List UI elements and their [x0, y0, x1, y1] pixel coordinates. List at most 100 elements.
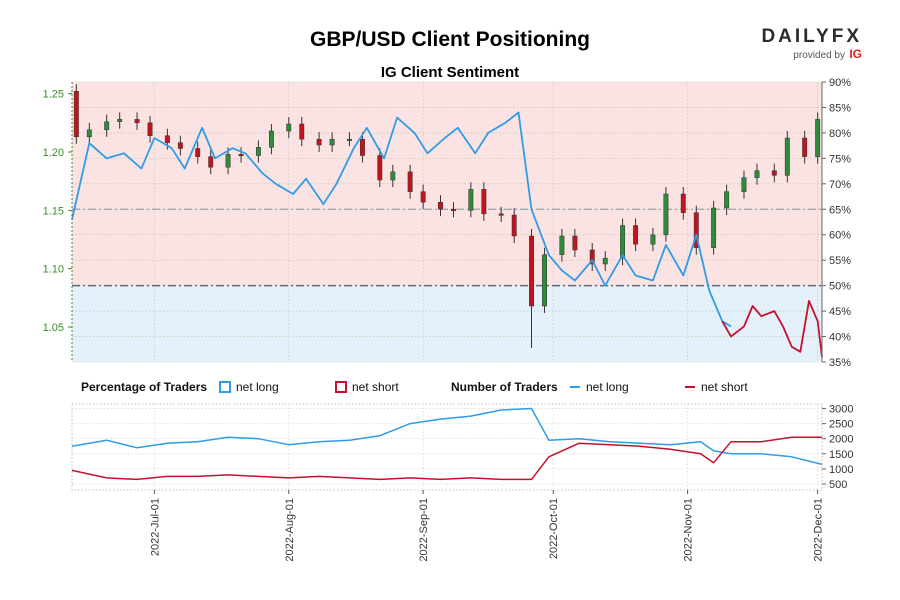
candle-body	[73, 91, 79, 138]
count-gridlines	[72, 404, 822, 490]
count-axis: 500 1000 1500 2000 2500 3000	[822, 404, 853, 491]
candle-body	[147, 122, 153, 136]
count-net-long-line	[71, 407, 823, 466]
traders-count-panel: 500 1000 1500 2000 2500 3000	[71, 403, 853, 491]
candle-body	[802, 137, 808, 157]
count-tick-label: 1000	[829, 464, 853, 476]
candle-body	[481, 189, 487, 215]
logo-provided-by: provided by	[793, 50, 845, 61]
count-panel-frame	[71, 403, 823, 491]
candle-body	[693, 212, 699, 248]
legend-num-short: net short	[701, 380, 748, 394]
legend-num-heading: Number of Traders	[451, 380, 558, 394]
candle-body	[255, 147, 261, 156]
candle-body	[711, 207, 717, 248]
count-tick-label: 2000	[829, 434, 853, 446]
candle-body	[572, 235, 578, 251]
pct-tick-label: 60%	[829, 230, 851, 242]
dailyfx-logo: DAILYFX provided by IG	[761, 26, 862, 61]
candle-body	[602, 257, 608, 265]
date-axis: 2022-Jul-01 2022-Aug-01 2022-Sep-01 2022-Oc…	[149, 490, 825, 562]
pct-tick-label: 55%	[829, 255, 851, 267]
candle-body	[86, 129, 92, 138]
candle-body	[498, 213, 504, 216]
legend-num-long: net long	[586, 380, 629, 394]
candle-body	[329, 138, 335, 146]
candle-body	[377, 155, 383, 181]
candle-body	[316, 138, 322, 146]
candle-body	[134, 119, 140, 124]
candle-body	[529, 235, 534, 307]
pct-tick-label: 50%	[829, 281, 851, 293]
legend-pct-long: net long	[236, 380, 279, 394]
candle-body	[620, 225, 626, 259]
legend-pct-short-swatch	[335, 381, 347, 393]
candle-body	[177, 142, 183, 149]
candle-body	[117, 119, 123, 122]
price-candles	[73, 84, 821, 348]
legend-pct-long-swatch	[219, 381, 231, 393]
pct-net-long-line	[71, 111, 732, 328]
pct-tick-label: 35%	[829, 357, 851, 369]
candle-body	[164, 135, 170, 143]
candle-body	[451, 208, 456, 211]
candle-body	[663, 193, 669, 236]
chart-title: GBP/USD Client Positioning	[310, 28, 590, 51]
candle-body	[771, 170, 777, 176]
pct-tick-label: 65%	[829, 204, 851, 216]
count-lines	[71, 407, 823, 481]
reference-lines	[72, 208, 822, 287]
logo-wordmark: DAILYFX	[761, 26, 862, 47]
x-tick-label: 2022-Oct-01	[548, 498, 560, 559]
candle-body	[680, 193, 686, 213]
net-long-zone	[72, 285, 822, 362]
candle-body	[724, 191, 730, 209]
x-tick-label: 2022-Sep-01	[418, 498, 430, 562]
price-tick-label: 1.15	[43, 205, 64, 217]
legend-pct-heading: Percentage of Traders	[81, 380, 207, 394]
pct-tick-label: 45%	[829, 306, 851, 318]
x-tick-label: 2022-Aug-01	[284, 498, 296, 562]
candle-body	[589, 249, 595, 265]
candle-body	[511, 214, 517, 237]
candle-body	[754, 170, 760, 178]
percentage-axis: 35% 40% 45% 50% 55% 60% 65% 70% 75% 80% 85% 90%	[821, 77, 851, 369]
pct-tick-label: 75%	[829, 153, 851, 165]
pct-tick-label: 70%	[829, 179, 851, 191]
legend: Percentage of Traders net long net short…	[81, 380, 748, 394]
candle-body	[286, 123, 292, 132]
candle-body	[542, 254, 547, 307]
logo-ig: IG	[849, 47, 862, 61]
candle-body	[195, 148, 201, 157]
candle-body	[104, 121, 110, 131]
candle-body	[390, 171, 396, 181]
count-tick-label: 1500	[829, 449, 853, 461]
count-tick-label: 500	[829, 479, 847, 491]
candle-body	[741, 177, 747, 192]
x-tick-label: 2022-Dec-01	[813, 498, 825, 562]
pct-tick-label: 85%	[829, 102, 851, 114]
candle-body	[347, 138, 352, 141]
candle-body	[650, 234, 656, 245]
count-tick-label: 2500	[829, 419, 853, 431]
candle-body	[238, 154, 244, 157]
chart-subtitle: IG Client Sentiment	[381, 64, 519, 81]
candle-body	[468, 189, 474, 211]
pct-tick-label: 90%	[829, 77, 851, 89]
price-tick-label: 1.20	[43, 147, 64, 159]
count-tick-label: 3000	[829, 404, 853, 416]
candle-body	[784, 137, 790, 176]
count-net-short-line	[71, 436, 822, 481]
price-tick-label: 1.05	[43, 322, 64, 334]
sentiment-panel: 1.05 1.10 1.15 1.20 1.25 35% 40% 45% 50% 55% 60% 6…	[43, 77, 852, 369]
percentage-lines	[71, 111, 823, 358]
price-axis: 1.05 1.10 1.15 1.20 1.25	[43, 82, 73, 362]
price-tick-label: 1.10	[43, 264, 64, 276]
candle-body	[438, 201, 443, 210]
legend-pct-short: net short	[352, 380, 399, 394]
candle-body	[360, 138, 365, 156]
candle-body	[208, 156, 214, 168]
candle-body	[815, 119, 821, 157]
candle-body	[407, 171, 413, 192]
